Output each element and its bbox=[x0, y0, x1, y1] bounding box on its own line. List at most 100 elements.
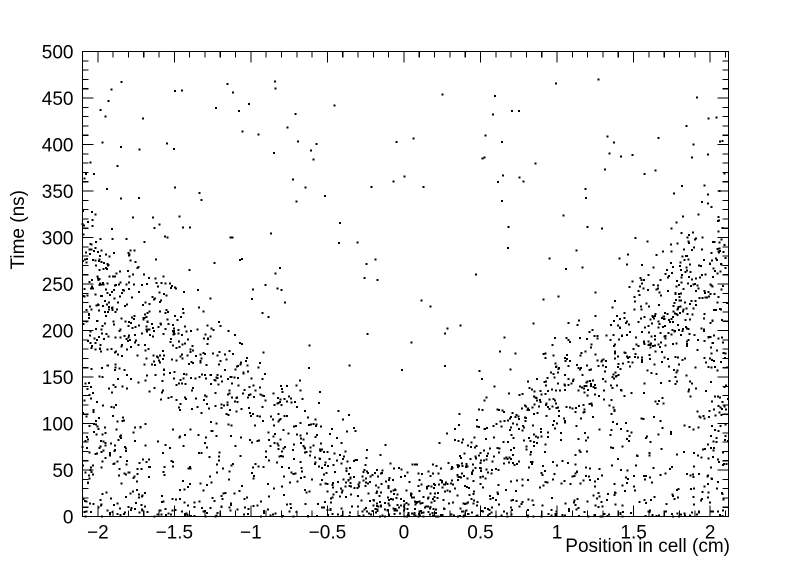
data-point bbox=[654, 169, 657, 172]
data-point bbox=[564, 502, 567, 505]
data-point bbox=[384, 480, 387, 483]
data-point bbox=[633, 295, 636, 298]
data-point bbox=[451, 466, 454, 469]
data-point bbox=[566, 461, 569, 464]
data-point bbox=[441, 486, 444, 489]
data-point bbox=[567, 509, 570, 512]
data-point bbox=[119, 456, 122, 459]
data-point bbox=[575, 508, 578, 511]
data-point bbox=[427, 505, 429, 508]
data-point bbox=[337, 513, 340, 516]
data-point bbox=[653, 317, 656, 320]
data-point bbox=[249, 439, 252, 442]
data-point bbox=[692, 307, 695, 310]
data-point bbox=[90, 308, 93, 311]
data-point bbox=[379, 505, 382, 508]
data-point bbox=[582, 404, 585, 407]
data-point bbox=[98, 258, 101, 261]
data-point bbox=[687, 234, 690, 237]
data-point bbox=[141, 509, 144, 512]
data-point bbox=[604, 380, 607, 383]
data-point bbox=[410, 341, 413, 344]
data-point bbox=[164, 508, 167, 510]
data-point bbox=[498, 451, 500, 454]
data-point bbox=[138, 290, 141, 293]
data-point bbox=[100, 451, 103, 454]
data-point bbox=[95, 423, 98, 426]
data-point bbox=[646, 369, 649, 372]
data-point bbox=[533, 444, 536, 447]
data-point bbox=[123, 304, 126, 307]
data-point bbox=[706, 153, 709, 156]
data-point bbox=[722, 498, 725, 501]
data-point bbox=[708, 409, 711, 412]
data-point bbox=[363, 277, 366, 280]
data-point bbox=[160, 282, 163, 285]
data-point bbox=[716, 259, 718, 261]
data-point bbox=[579, 367, 582, 370]
data-point bbox=[366, 333, 369, 335]
data-point bbox=[510, 513, 513, 516]
data-point bbox=[241, 257, 244, 260]
data-point bbox=[326, 464, 329, 467]
data-point bbox=[193, 501, 196, 504]
data-point bbox=[661, 250, 664, 253]
data-point bbox=[654, 334, 657, 337]
data-point bbox=[273, 441, 276, 444]
data-point bbox=[294, 112, 297, 115]
data-point bbox=[200, 412, 203, 415]
data-point bbox=[86, 294, 89, 297]
data-point bbox=[702, 317, 705, 320]
data-point bbox=[580, 417, 583, 420]
data-point bbox=[82, 224, 85, 227]
data-point bbox=[612, 344, 615, 347]
data-point bbox=[84, 440, 87, 443]
data-point bbox=[524, 416, 527, 419]
data-point bbox=[616, 384, 618, 387]
data-point bbox=[659, 381, 662, 384]
data-point bbox=[694, 387, 697, 390]
data-point bbox=[703, 417, 706, 420]
data-point bbox=[710, 346, 712, 349]
data-point bbox=[216, 354, 219, 357]
data-point bbox=[123, 419, 126, 422]
data-point bbox=[411, 463, 414, 466]
data-point bbox=[91, 392, 94, 395]
data-point bbox=[299, 421, 302, 424]
data-point bbox=[324, 482, 327, 485]
data-point bbox=[335, 459, 338, 462]
data-point bbox=[715, 257, 717, 260]
data-point bbox=[660, 294, 663, 297]
data-point bbox=[331, 513, 334, 516]
data-point bbox=[300, 470, 303, 473]
data-point bbox=[588, 368, 591, 371]
data-point bbox=[688, 514, 691, 517]
data-point bbox=[579, 450, 582, 453]
data-point bbox=[214, 379, 217, 382]
data-point bbox=[602, 389, 605, 392]
data-point bbox=[627, 440, 630, 442]
data-point bbox=[461, 438, 464, 441]
data-point bbox=[191, 389, 194, 392]
data-point bbox=[387, 502, 390, 505]
data-point bbox=[718, 411, 721, 414]
data-point bbox=[702, 328, 705, 331]
data-point bbox=[711, 259, 713, 262]
data-point bbox=[384, 501, 387, 504]
data-point bbox=[170, 513, 173, 516]
data-point bbox=[137, 493, 140, 496]
data-point bbox=[564, 268, 567, 271]
data-point bbox=[586, 450, 589, 453]
data-point bbox=[719, 425, 722, 428]
data-point bbox=[703, 447, 706, 450]
data-point bbox=[167, 311, 169, 313]
data-point bbox=[466, 477, 469, 480]
data-point bbox=[97, 278, 100, 281]
data-point bbox=[539, 431, 542, 433]
data-point bbox=[472, 502, 475, 505]
data-point bbox=[314, 435, 317, 438]
data-point bbox=[584, 187, 587, 190]
data-point bbox=[113, 297, 116, 300]
data-point bbox=[713, 240, 716, 243]
